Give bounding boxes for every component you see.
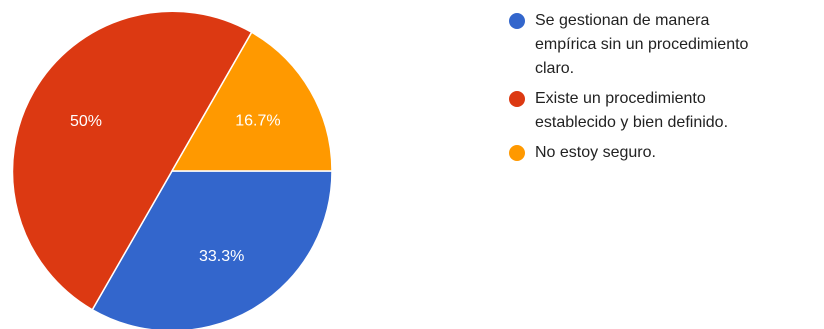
legend-marker-1: [509, 91, 525, 107]
legend-label-1-line-1: establecido y bien definido.: [535, 114, 728, 131]
pie-slice-2: [170, 31, 333, 172]
legend-marker-0: [509, 13, 525, 29]
pie-slice-labels: 33.3% 50% 16.7%: [70, 113, 281, 266]
pie-slice-0: [91, 170, 333, 329]
legend-marker-2: [509, 145, 525, 161]
legend-label-0-line-0: Se gestionan de manera: [535, 12, 709, 29]
legend-label-0-line-1: empírica sin un procedimiento: [535, 36, 749, 53]
legend-label-1-line-0: Existe un procedimiento: [535, 90, 706, 107]
legend-label-2-line-0: No estoy seguro.: [535, 144, 656, 161]
pie-slice-label-1: 50%: [70, 113, 102, 130]
pie-slice-label-2: 16.7%: [235, 113, 280, 130]
pie-slice-1: [11, 10, 253, 311]
legend-item-1: Existe un procedimiento establecido y bie…: [509, 90, 728, 131]
legend-label-0-line-2: claro.: [535, 60, 574, 77]
legend: Se gestionan de manera empírica sin un pr…: [509, 12, 749, 161]
pie-slices: [11, 10, 333, 329]
pie-slice-label-0: 33.3%: [199, 248, 244, 265]
legend-item-0: Se gestionan de manera empírica sin un pr…: [509, 12, 749, 77]
legend-item-2: No estoy seguro.: [509, 144, 656, 161]
